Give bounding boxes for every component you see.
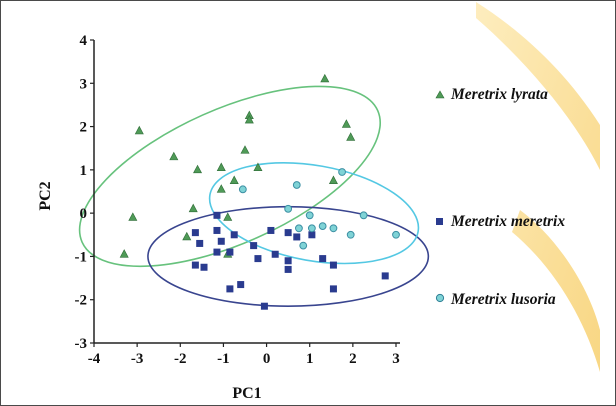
- x-tick-label: -4: [88, 351, 101, 367]
- data-point-lusoria: [295, 224, 303, 233]
- legend-label-lyrata: Meretrix lyrata: [450, 86, 548, 103]
- data-point-lyrata: [182, 231, 192, 241]
- y-tick-label: -2: [75, 293, 88, 309]
- data-point-meretrix: [260, 302, 268, 310]
- data-point-meretrix: [329, 261, 337, 269]
- data-point-lyrata: [193, 164, 203, 174]
- data-point-lyrata: [240, 145, 250, 154]
- data-point-lyrata: [320, 73, 330, 83]
- data-point-lusoria: [305, 211, 314, 220]
- x-tick-label: 3: [392, 351, 400, 367]
- data-point-meretrix: [254, 255, 262, 263]
- y-tick-label: 2: [80, 120, 88, 136]
- x-tick-label: 2: [349, 351, 357, 367]
- data-point-meretrix: [293, 233, 301, 241]
- data-point-lusoria: [284, 204, 293, 213]
- data-point-meretrix: [329, 285, 337, 293]
- data-point-lusoria: [238, 185, 247, 194]
- x-axis-title: PC1: [232, 385, 261, 402]
- data-point-meretrix: [196, 239, 204, 247]
- data-point-meretrix: [308, 231, 316, 239]
- data-point-meretrix: [237, 281, 245, 289]
- data-point-lusoria: [338, 168, 346, 176]
- data-point-meretrix: [200, 263, 208, 271]
- data-point-meretrix: [284, 229, 292, 237]
- y-tick-label: 0: [80, 206, 88, 222]
- legend-item-meretrix: Meretrix meretrix: [436, 213, 565, 230]
- x-tick-label: -2: [174, 351, 187, 367]
- data-point-meretrix: [213, 248, 221, 256]
- data-point-lyrata: [119, 249, 129, 258]
- x-tick-label: -1: [217, 351, 230, 367]
- data-point-meretrix: [191, 261, 199, 269]
- data-point-meretrix: [230, 231, 238, 239]
- legend-marker-square: [436, 218, 443, 225]
- data-point-lusoria: [329, 224, 338, 233]
- legend-marker-triangle: [435, 90, 445, 99]
- data-point-lyrata: [346, 132, 356, 141]
- data-point-meretrix: [271, 250, 279, 258]
- x-tick-label: -3: [131, 351, 144, 367]
- legend-item-lyrata: Meretrix lyrata: [435, 86, 548, 103]
- plot-area: [78, 73, 430, 310]
- data-point-meretrix: [250, 242, 258, 250]
- data-point-lyrata: [229, 175, 239, 184]
- data-point-lyrata: [328, 175, 338, 184]
- data-point-meretrix: [191, 229, 199, 237]
- x-tick-label: 0: [263, 351, 271, 367]
- data-point-lyrata: [216, 184, 226, 193]
- confidence-ellipse-0: [78, 85, 381, 268]
- data-point-meretrix: [226, 248, 234, 256]
- data-point-meretrix: [226, 285, 234, 293]
- data-point-lusoria: [392, 230, 400, 239]
- data-point-lyrata: [223, 212, 233, 221]
- watermark-shape: [476, 2, 600, 372]
- legend-item-lusoria: Meretrix lusoria: [435, 291, 556, 308]
- data-point-lyrata: [244, 114, 254, 124]
- data-point-lyrata: [253, 162, 263, 171]
- x-tick-label: 1: [306, 351, 314, 367]
- data-point-meretrix: [381, 272, 389, 280]
- data-point-meretrix: [284, 265, 292, 273]
- legend-label-meretrix: Meretrix meretrix: [450, 213, 565, 230]
- y-tick-label: -1: [75, 249, 88, 265]
- data-point-meretrix: [284, 257, 292, 265]
- data-point-lyrata: [188, 203, 198, 213]
- data-point-meretrix: [217, 237, 225, 245]
- confidence-ellipse-2: [208, 161, 420, 265]
- data-point-lusoria: [307, 224, 316, 233]
- data-point-meretrix: [267, 226, 275, 234]
- data-point-meretrix: [213, 211, 221, 219]
- data-point-lusoria: [299, 241, 308, 250]
- legend-marker-circle: [435, 293, 445, 303]
- legend-label-lusoria: Meretrix lusoria: [450, 291, 556, 308]
- y-axis-title: PC2: [37, 181, 54, 210]
- data-point-lusoria: [318, 222, 327, 231]
- data-point-lyrata: [169, 151, 179, 161]
- data-point-lusoria: [346, 230, 355, 239]
- data-point-meretrix: [213, 226, 221, 234]
- legend: Meretrix lyrata Meretrix meretrix Meretr…: [435, 86, 565, 308]
- data-point-lusoria: [292, 181, 301, 189]
- data-point-lyrata: [341, 119, 351, 128]
- y-tick-label: -3: [75, 336, 88, 352]
- data-point-lyrata: [216, 162, 226, 171]
- data-point-lyrata: [128, 212, 138, 221]
- y-tick-label: 4: [80, 33, 88, 49]
- data-point-lusoria: [359, 211, 368, 220]
- data-point-meretrix: [319, 255, 327, 263]
- data-point-lyrata: [134, 125, 144, 135]
- y-tick-label: 1: [80, 163, 88, 179]
- y-tick-label: 3: [80, 76, 88, 92]
